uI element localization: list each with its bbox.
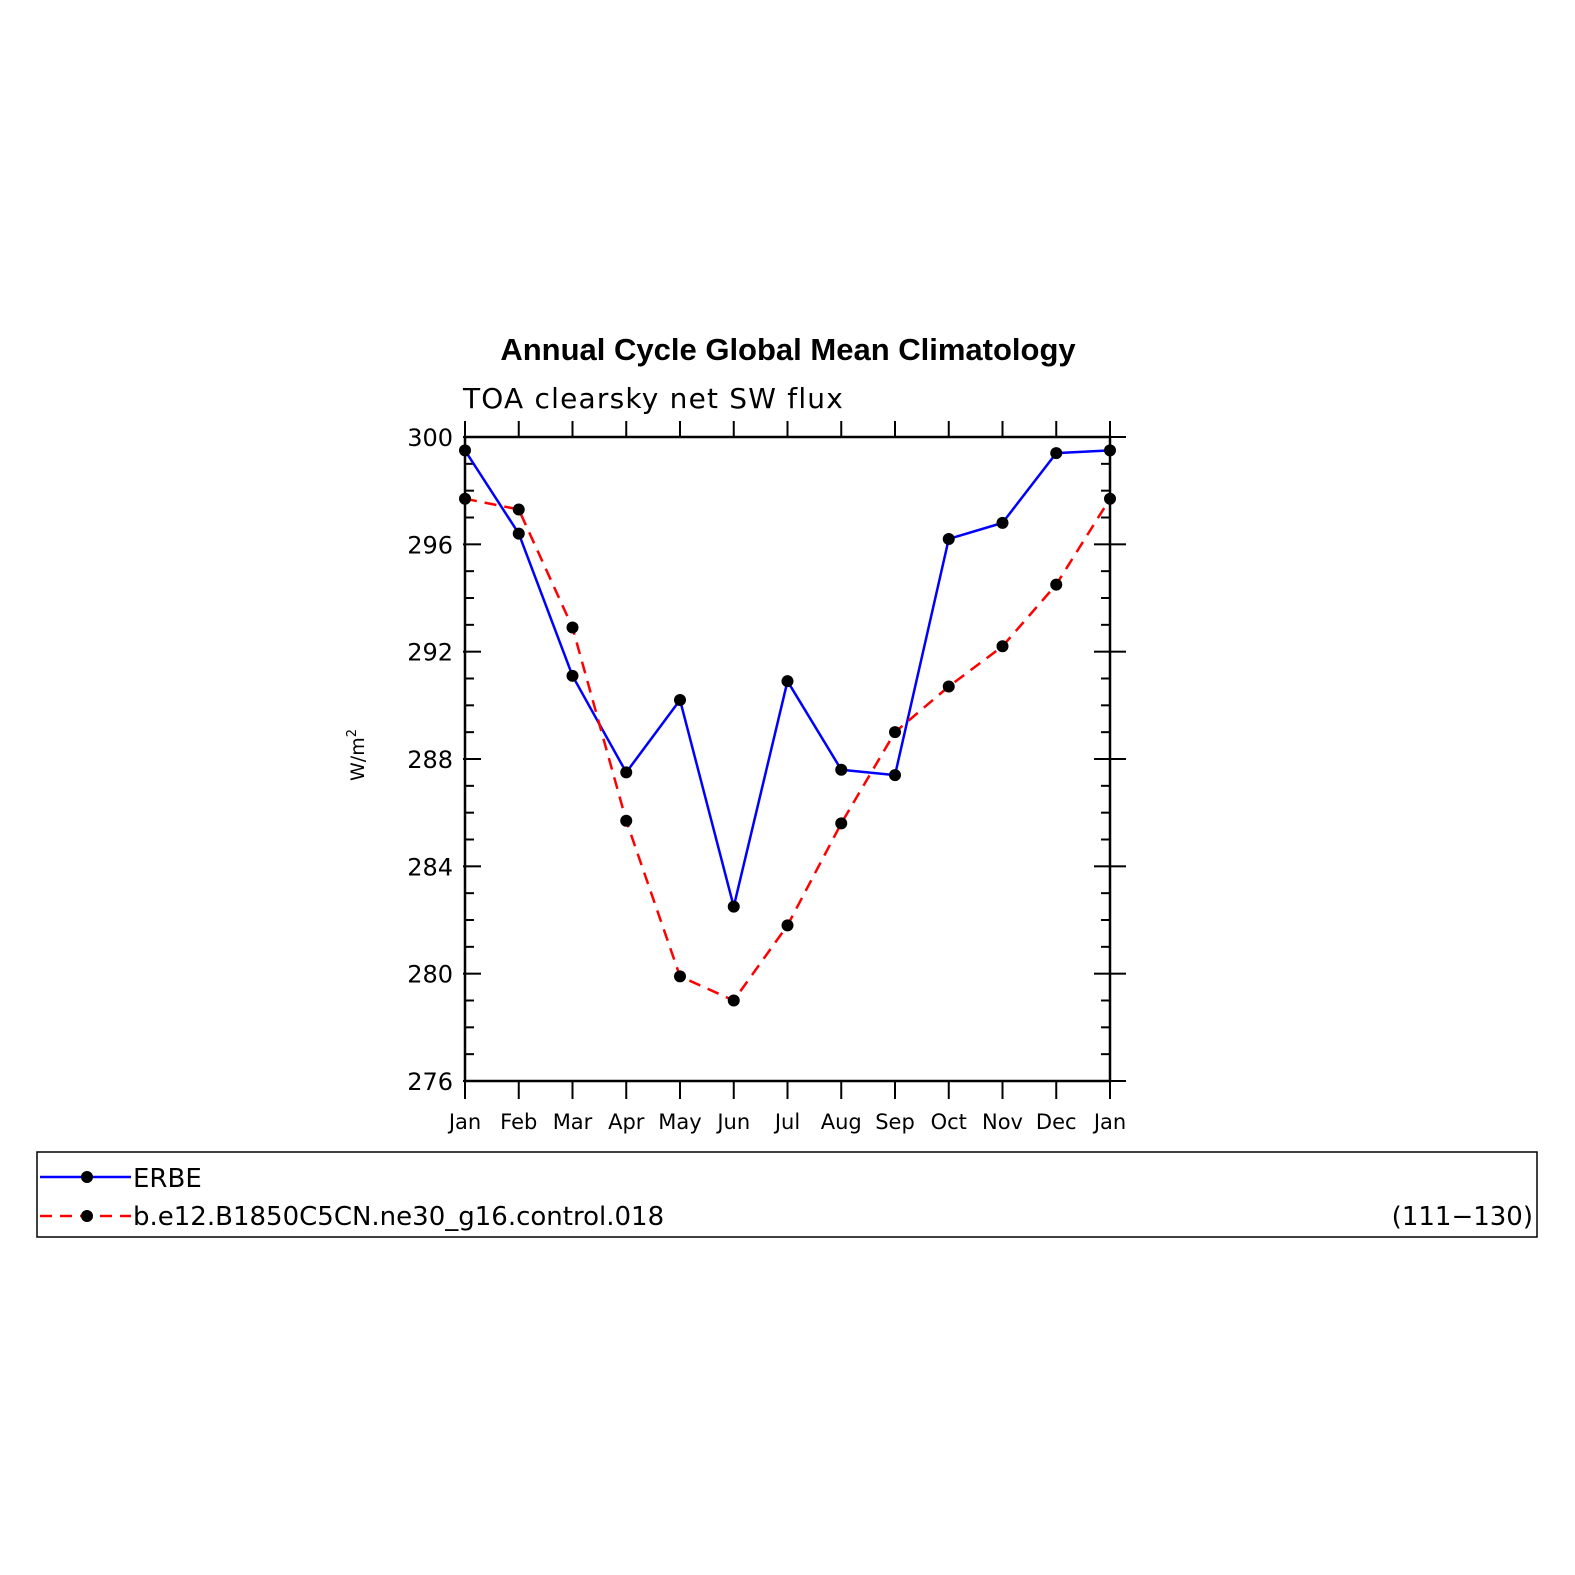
y-tick-label: 300 <box>407 424 453 452</box>
series-1-point <box>1050 578 1063 591</box>
y-tick-label: 276 <box>407 1068 453 1096</box>
series-1-point <box>620 814 633 827</box>
series-1-point <box>727 994 740 1007</box>
series-1-point <box>942 680 955 693</box>
series-1-point <box>1104 492 1116 505</box>
series-0-point <box>835 763 848 776</box>
legend-label-1: b.e12.B1850C5CN.ne30_g16.control.018 <box>133 1202 664 1232</box>
y-tick-label: 296 <box>407 531 453 559</box>
legend-item-0: ERBE <box>40 1164 202 1194</box>
legend-marker-0 <box>81 1171 93 1183</box>
series-0-point <box>620 766 633 779</box>
y-tick-label: 292 <box>407 639 453 667</box>
series-0-point <box>1104 444 1116 457</box>
legend-years-1: (111−130) <box>1392 1202 1533 1232</box>
y-tick-label: 284 <box>407 853 453 881</box>
legend-item-1: b.e12.B1850C5CN.ne30_g16.control.018 (11… <box>40 1202 1533 1232</box>
series-0-point <box>566 669 579 682</box>
x-tick-label: Jan <box>1092 1110 1126 1134</box>
series-0-point <box>727 900 740 913</box>
x-tick-label: May <box>658 1110 701 1134</box>
x-tick-label: Aug <box>821 1110 862 1134</box>
series-0-point <box>942 532 955 545</box>
plot-axes: 276 280 284 288 292 296 300 Jan Feb Mar Apr May Jun J… <box>407 421 1126 1134</box>
x-tick-label: Jul <box>773 1110 800 1134</box>
series-0-point <box>459 444 471 457</box>
x-tick-label: Nov <box>982 1110 1023 1134</box>
y-axis-label-text: W/m <box>347 737 369 781</box>
series-0-point <box>674 693 686 706</box>
series-0-point <box>1050 447 1063 460</box>
x-tick-label: Jun <box>715 1110 750 1134</box>
series-1-point <box>674 970 686 983</box>
y-axis-label: W/m2 <box>345 729 369 781</box>
series-1-point <box>889 726 901 739</box>
x-tick-label: Sep <box>875 1110 915 1134</box>
y-tick-label: 280 <box>407 961 453 989</box>
x-tick-label: Jan <box>447 1110 481 1134</box>
x-tick-label: Dec <box>1036 1110 1077 1134</box>
x-tick-label: Mar <box>553 1110 593 1134</box>
x-tick-label: Feb <box>500 1110 537 1134</box>
legend-marker-1 <box>81 1210 93 1222</box>
series-0-point <box>996 516 1009 529</box>
series-0-point <box>889 769 901 782</box>
series-1-point <box>512 503 525 516</box>
series-1-point <box>566 621 579 634</box>
y-tick-label: 288 <box>407 746 453 774</box>
chart-subtitle: TOA clearsky net SW flux <box>462 382 844 415</box>
legend-label-0: ERBE <box>133 1164 202 1194</box>
legend-box <box>36 1151 1538 1238</box>
series-layer <box>459 444 1116 1007</box>
svg-text:W/m2: W/m2 <box>345 729 369 781</box>
series-0-point <box>512 527 525 540</box>
x-tick-label: Oct <box>931 1110 967 1134</box>
y-axis-label-superscript: 2 <box>345 729 360 737</box>
series-1-point <box>459 492 471 505</box>
series-0-point <box>781 675 794 688</box>
series-1-point <box>835 817 848 830</box>
series-1-point <box>996 640 1009 653</box>
x-tick-label: Apr <box>608 1110 645 1134</box>
series-1-point <box>781 919 794 932</box>
chart-title: Annual Cycle Global Mean Climatology <box>500 332 1076 367</box>
